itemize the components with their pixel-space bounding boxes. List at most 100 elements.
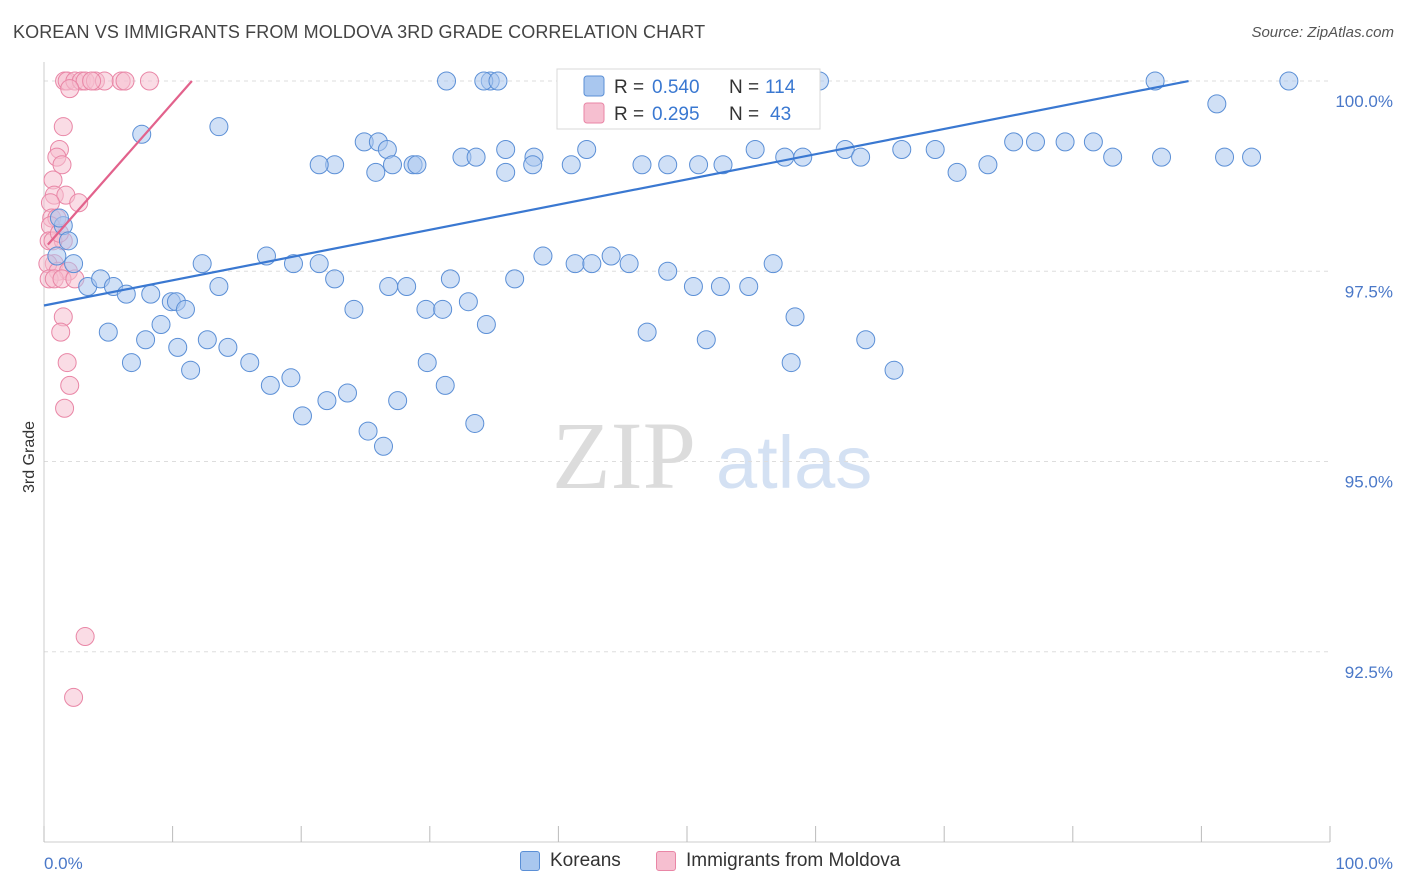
watermark-atlas: atlas [716, 421, 872, 504]
koreans-point [209, 276, 229, 296]
x-tick-label-min: 0.0% [44, 854, 83, 873]
koreans-point [565, 254, 585, 274]
koreans-point [281, 368, 301, 388]
koreans-point [132, 124, 152, 144]
koreans-point [437, 71, 457, 91]
moldova-point [115, 71, 135, 91]
koreans-point [925, 140, 945, 160]
bottom-legend-koreans-swatch [520, 851, 540, 871]
koreans-point [58, 231, 78, 251]
legend-koreans-swatch [583, 75, 605, 97]
chart-title: KOREAN VS IMMIGRANTS FROM MOLDOVA 3RD GR… [13, 22, 706, 42]
y-tick-labels: 100.0% 97.5% 95.0% 92.5% [1335, 92, 1393, 682]
watermark: ZIP atlas [552, 402, 872, 509]
moldova-point [60, 79, 80, 99]
koreans-point [151, 315, 171, 335]
koreans-point [466, 147, 486, 167]
moldova-point [51, 322, 71, 342]
koreans-point [417, 353, 437, 373]
koreans-trendline [43, 79, 1189, 307]
koreans-point [317, 391, 337, 411]
koreans-point [168, 337, 188, 357]
koreans-point [488, 71, 508, 91]
koreans-point [496, 140, 516, 160]
koreans-point [366, 162, 386, 182]
koreans-point [856, 330, 876, 350]
koreans-point [465, 413, 485, 433]
legend-koreans-n-value: 114 [765, 77, 796, 98]
watermark-zip: ZIP [552, 402, 696, 509]
koreans-point [884, 360, 904, 380]
legend-moldova-n-label: N = [729, 104, 759, 125]
axes [43, 62, 1331, 843]
koreans-point [1083, 132, 1103, 152]
grid [44, 80, 1330, 653]
koreans-point [49, 208, 69, 228]
moldova-point [82, 71, 102, 91]
legend-koreans-n-label: N = [729, 77, 759, 98]
koreans-point [683, 276, 703, 296]
koreans-point [1279, 71, 1299, 91]
x-tick-labels: 0.0% 100.0% [44, 854, 1393, 873]
koreans-point [292, 406, 312, 426]
y-tick-label: 92.5% [1345, 663, 1393, 682]
koreans-point [1055, 132, 1075, 152]
koreans-point [619, 254, 639, 274]
bottom-legend-koreans[interactable]: Koreans [520, 850, 621, 872]
legend-moldova-r-value: 0.295 [652, 104, 700, 125]
koreans-point [407, 155, 427, 175]
koreans-point [745, 140, 765, 160]
koreans-point [739, 276, 759, 296]
koreans-point [260, 375, 280, 395]
koreans-point [601, 246, 621, 266]
koreans-point [325, 269, 345, 289]
legend-moldova-r-label: R = [614, 104, 644, 125]
moldova-point [75, 627, 95, 647]
koreans-point [121, 353, 141, 373]
koreans-point [141, 284, 161, 304]
koreans-point [358, 421, 378, 441]
koreans-point [283, 254, 303, 274]
koreans-point [1152, 147, 1172, 167]
chart-source: Source: ZipAtlas.com [1251, 24, 1394, 41]
koreans-point [209, 117, 229, 137]
bottom-legend-moldova[interactable]: Immigrants from Moldova [656, 850, 900, 872]
koreans-point [337, 383, 357, 403]
koreans-point [710, 276, 730, 296]
moldova-point [64, 687, 84, 707]
koreans-point [978, 155, 998, 175]
koreans-point [632, 155, 652, 175]
y-axis-title: 3rd Grade [21, 421, 38, 493]
koreans-point [785, 307, 805, 327]
koreans-point [98, 322, 118, 342]
koreans-point [561, 155, 581, 175]
koreans-point [1103, 147, 1123, 167]
koreans-point [713, 155, 733, 175]
bottom-legend-koreans-label: Koreans [550, 850, 621, 871]
koreans-point [192, 254, 212, 274]
koreans-point [1215, 147, 1235, 167]
koreans-point [344, 299, 364, 319]
moldova-point [53, 117, 73, 137]
koreans-point [582, 254, 602, 274]
legend-moldova-n-value: 43 [770, 104, 791, 125]
koreans-point [947, 162, 967, 182]
koreans-point [476, 315, 496, 335]
koreans-point [240, 353, 260, 373]
koreans-point [892, 140, 912, 160]
y-tick-label: 97.5% [1345, 282, 1393, 301]
koreans-point [309, 155, 329, 175]
koreans-point [218, 337, 238, 357]
koreans-point [374, 436, 394, 456]
y-tick-label: 95.0% [1345, 473, 1393, 492]
koreans-point [689, 155, 709, 175]
koreans-point [696, 330, 716, 350]
koreans-point [533, 246, 553, 266]
koreans-point [637, 322, 657, 342]
koreans-point [440, 269, 460, 289]
koreans-point [496, 162, 516, 182]
koreans-point [1242, 147, 1262, 167]
series-moldova-points [38, 71, 159, 707]
koreans-point [181, 360, 201, 380]
moldova-point [52, 155, 72, 175]
